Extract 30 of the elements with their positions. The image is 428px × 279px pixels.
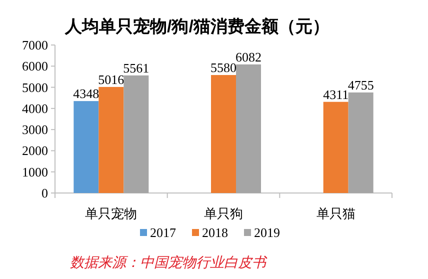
data-label: 5016 bbox=[98, 72, 125, 87]
bar bbox=[74, 101, 99, 193]
y-tick-label: 5000 bbox=[22, 80, 48, 95]
bar bbox=[348, 92, 374, 193]
y-tick-label: 6000 bbox=[22, 58, 48, 74]
data-label: 5580 bbox=[210, 60, 236, 76]
bar bbox=[323, 102, 348, 193]
chart-title: 人均单只宠物/狗/猫消费金额（元） bbox=[64, 17, 330, 36]
legend-label: 2017 bbox=[150, 225, 176, 240]
legend-label: 2018 bbox=[202, 225, 228, 240]
legend-label: 2019 bbox=[254, 225, 280, 240]
x-tick-label: 单只宠物 bbox=[85, 206, 138, 221]
bar bbox=[98, 86, 124, 193]
x-tick-label: 单只猫 bbox=[316, 206, 356, 221]
bar bbox=[236, 64, 261, 193]
source-note: 数据来源：中国宠物行业白皮书 bbox=[70, 254, 268, 270]
data-label: 6082 bbox=[236, 49, 262, 64]
y-tick-label: 0 bbox=[42, 186, 48, 200]
y-tick-label: 4000 bbox=[22, 100, 48, 116]
data-label: 4348 bbox=[73, 86, 100, 102]
bar bbox=[211, 75, 236, 193]
data-label: 4311 bbox=[323, 86, 349, 102]
data-label: 5561 bbox=[123, 60, 150, 76]
y-tick-label: 1000 bbox=[22, 164, 48, 180]
bar bbox=[124, 75, 149, 193]
y-tick-label: 3000 bbox=[22, 122, 48, 138]
y-tick-label: 7000 bbox=[22, 38, 48, 52]
y-tick-label: 2000 bbox=[22, 143, 48, 158]
data-label: 4755 bbox=[348, 77, 374, 92]
x-tick-label: 单只狗 bbox=[204, 206, 243, 221]
